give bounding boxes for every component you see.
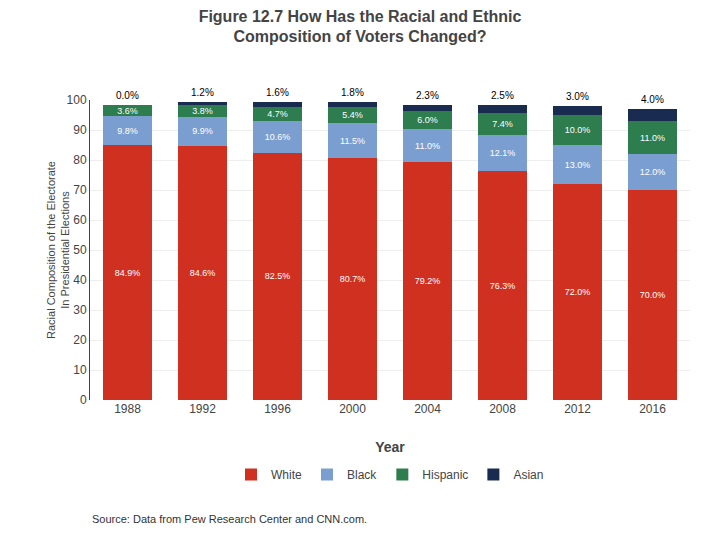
svg-text:12.1%: 12.1% — [490, 148, 516, 158]
svg-text:Hispanic: Hispanic — [422, 468, 468, 482]
svg-text:6.0%: 6.0% — [417, 115, 438, 125]
svg-text:2008: 2008 — [489, 402, 516, 416]
svg-text:Black: Black — [347, 468, 377, 482]
svg-text:3.8%: 3.8% — [192, 106, 213, 116]
svg-text:84.6%: 84.6% — [190, 268, 216, 278]
svg-text:4.0%: 4.0% — [641, 94, 664, 105]
svg-text:Asian: Asian — [513, 468, 543, 482]
svg-text:80: 80 — [73, 153, 87, 167]
svg-text:2.5%: 2.5% — [491, 90, 514, 101]
svg-text:40: 40 — [73, 273, 87, 287]
svg-text:2.3%: 2.3% — [416, 90, 439, 101]
svg-text:11.5%: 11.5% — [340, 136, 365, 146]
svg-text:Figure 12.7 How Has the Racial: Figure 12.7 How Has the Racial and Ethni… — [199, 8, 522, 46]
svg-text:60: 60 — [73, 213, 87, 227]
svg-text:9.8%: 9.8% — [117, 126, 138, 136]
svg-text:0: 0 — [80, 393, 87, 407]
svg-text:1992: 1992 — [189, 402, 216, 416]
svg-text:10: 10 — [73, 363, 87, 377]
svg-text:82.5%: 82.5% — [265, 271, 291, 281]
svg-text:3.6%: 3.6% — [117, 106, 138, 116]
svg-text:13.0%: 13.0% — [565, 160, 591, 170]
svg-text:84.9%: 84.9% — [115, 268, 141, 278]
svg-text:30: 30 — [73, 303, 87, 317]
svg-text:3.0%: 3.0% — [566, 91, 589, 102]
svg-text:70.0%: 70.0% — [640, 290, 666, 300]
svg-text:79.2%: 79.2% — [415, 276, 441, 286]
svg-text:5.4%: 5.4% — [342, 110, 363, 120]
svg-text:72.0%: 72.0% — [565, 287, 591, 297]
svg-text:2016: 2016 — [639, 402, 666, 416]
svg-text:11.0%: 11.0% — [640, 133, 665, 143]
svg-text:Year: Year — [375, 439, 405, 455]
svg-text:10.0%: 10.0% — [565, 125, 591, 135]
svg-text:2012: 2012 — [564, 402, 591, 416]
svg-text:1996: 1996 — [264, 402, 291, 416]
svg-text:Source: Data from Pew Research: Source: Data from Pew Research Center an… — [92, 513, 367, 525]
svg-text:2004: 2004 — [414, 402, 441, 416]
svg-text:11.0%: 11.0% — [415, 141, 440, 151]
svg-text:1.6%: 1.6% — [266, 87, 289, 98]
svg-text:10.6%: 10.6% — [265, 132, 291, 142]
svg-text:50: 50 — [73, 243, 87, 257]
svg-text:1.8%: 1.8% — [341, 87, 364, 98]
svg-text:White: White — [271, 468, 302, 482]
svg-text:Racial Composition of the Elec: Racial Composition of the ElectorateIn P… — [45, 161, 71, 339]
svg-text:70: 70 — [73, 183, 87, 197]
svg-text:20: 20 — [73, 333, 87, 347]
svg-text:4.7%: 4.7% — [267, 109, 288, 119]
svg-text:12.0%: 12.0% — [640, 167, 666, 177]
svg-text:1988: 1988 — [114, 402, 141, 416]
svg-text:80.7%: 80.7% — [340, 274, 366, 284]
svg-text:90: 90 — [73, 123, 87, 137]
svg-text:100: 100 — [67, 93, 87, 107]
svg-text:7.4%: 7.4% — [492, 119, 513, 129]
svg-text:2000: 2000 — [339, 402, 366, 416]
svg-text:9.9%: 9.9% — [192, 126, 213, 136]
svg-text:76.3%: 76.3% — [490, 281, 516, 291]
svg-text:0.0%: 0.0% — [116, 90, 139, 101]
svg-text:1.2%: 1.2% — [191, 87, 214, 98]
